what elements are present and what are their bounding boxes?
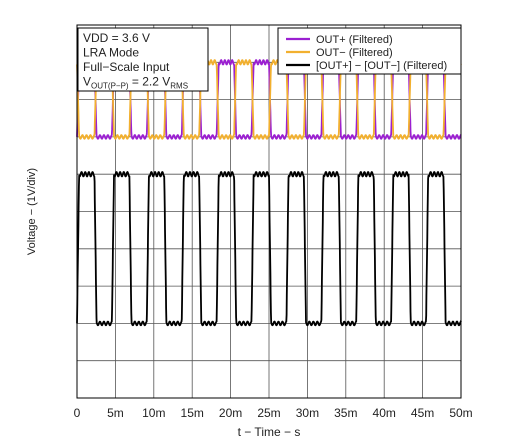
series-line-2 [76,171,462,327]
x-tick-label: 40m [373,406,396,420]
x-tick-labels: 0 5m 10m 15m 20m 25m 30m 35m 40m 45m 50m [74,406,473,420]
legend-label: [OUT+] − [OUT−] (Filtered) [316,60,447,72]
x-tick-label: 20m [219,406,242,420]
x-tick-label: 30m [296,406,319,420]
legend-label: OUT+ (Filtered) [316,34,393,46]
conditions-box: VDD = 3.6 V LRA Mode Full−Scale Input VO… [77,27,209,92]
x-tick-label: 50m [449,406,472,420]
x-tick-label: 10m [142,406,165,420]
x-tick-label: 5m [107,406,124,420]
y-axis-label: Voltage − (1V/div) [26,168,38,255]
legend-label: OUT− (Filtered) [316,47,393,59]
condition-vout: VOUT(P−P) = 2.2 VRMS [83,75,188,91]
x-tick-label: 25m [257,406,280,420]
x-axis-label: t − Time − s [238,425,301,439]
legend: OUT+ (Filtered)OUT− (Filtered)[OUT+] − [… [277,27,462,75]
condition-input: Full−Scale Input [83,60,170,74]
x-tick-label: 35m [334,406,357,420]
condition-vdd: VDD = 3.6 V [83,31,150,45]
condition-mode: LRA Mode [83,46,139,60]
x-tick-label: 45m [411,406,434,420]
plot-frame [76,24,462,399]
x-tick-label: 0 [74,406,81,420]
x-tick-label: 15m [181,406,204,420]
